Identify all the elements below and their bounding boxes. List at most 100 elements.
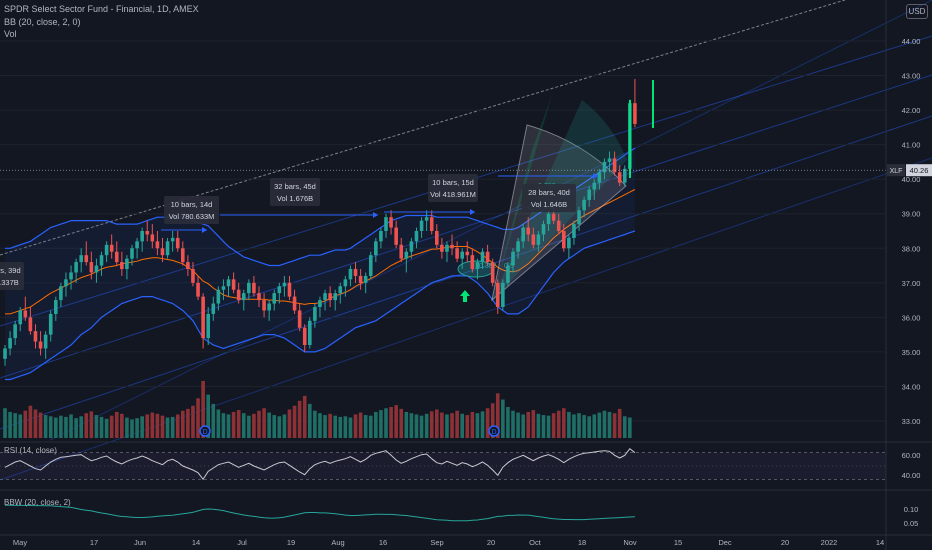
dividend-marker-label: D xyxy=(202,429,207,436)
volume-bar xyxy=(424,413,429,438)
dividend-icon xyxy=(488,425,500,437)
measure-arrowhead xyxy=(593,173,598,179)
candle-body xyxy=(226,279,231,287)
volume-bar xyxy=(429,411,434,438)
candle-body xyxy=(231,279,236,290)
candle-body xyxy=(241,293,246,301)
volume-bar xyxy=(622,416,627,438)
volume-bar xyxy=(120,413,124,438)
candle-body xyxy=(282,282,287,287)
candle-body xyxy=(165,241,170,256)
volume-bar xyxy=(343,416,348,438)
candle-body xyxy=(546,213,551,225)
measure-box xyxy=(0,262,24,290)
volume-bar xyxy=(516,412,520,438)
candlesticks xyxy=(3,79,654,366)
volume-bar xyxy=(348,417,353,438)
time-tick-label: 17 xyxy=(90,538,98,547)
volume-bar xyxy=(236,410,241,438)
time-tick-label: 15 xyxy=(674,538,682,547)
price-tick-label: 40.00 xyxy=(902,175,921,184)
price-tick-label: 33.00 xyxy=(902,417,921,426)
volume-indicator-label[interactable]: Vol xyxy=(4,29,17,39)
parallel-channel xyxy=(0,0,932,481)
candle-body xyxy=(622,168,627,183)
volume-bar xyxy=(384,408,388,438)
volume-bar xyxy=(84,413,89,438)
candle-body xyxy=(216,289,221,304)
price-tick-label: 42.00 xyxy=(902,106,921,115)
volume-bar xyxy=(175,414,180,438)
volume-bar xyxy=(89,411,94,438)
currency-button[interactable]: USD xyxy=(906,4,928,19)
volume-bar xyxy=(333,415,337,438)
bb-indicator-label[interactable]: BB (20, close, 2, 0) xyxy=(4,17,81,27)
bb-fill xyxy=(5,148,635,380)
symbol-tag-text: XLF xyxy=(890,168,903,175)
candle-body xyxy=(89,262,94,273)
candle-body xyxy=(490,262,495,283)
volume-bar xyxy=(399,408,404,438)
candle-body xyxy=(54,300,58,314)
price-tick-label: 34.00 xyxy=(902,382,921,391)
volume-bar xyxy=(394,405,398,438)
volume-bar xyxy=(541,415,546,438)
candle-body xyxy=(28,317,33,332)
candle-body xyxy=(8,338,12,349)
time-tick-label: Jun xyxy=(134,538,146,547)
candle-body xyxy=(582,199,586,211)
volume-bar xyxy=(252,413,256,438)
channel-line xyxy=(49,0,932,441)
volume-bar xyxy=(313,410,317,438)
candle-body xyxy=(302,327,307,345)
candle-body xyxy=(470,255,475,269)
time-tick-label: Nov xyxy=(623,538,637,547)
volume-bar xyxy=(409,413,414,438)
volume-bar xyxy=(170,416,175,438)
volume-bar xyxy=(140,416,144,438)
candle-body xyxy=(536,234,541,245)
volume-bar xyxy=(414,414,419,438)
candle-body xyxy=(328,293,332,301)
candle-body xyxy=(597,172,602,183)
volume-bar xyxy=(475,413,480,438)
candle-body xyxy=(211,303,216,314)
measure-bars-text: 10 bars, 14d xyxy=(171,200,213,209)
volume-bar xyxy=(368,415,373,438)
volume-bar xyxy=(262,408,266,438)
candle-body xyxy=(109,244,114,252)
rsi-line xyxy=(4,447,636,481)
candle-body xyxy=(501,282,505,307)
candle-body xyxy=(480,251,485,263)
time-tick-label: 18 xyxy=(578,538,586,547)
candle-body xyxy=(104,244,109,256)
volume-bar xyxy=(480,411,485,438)
measure-volume-text: l 1.337B xyxy=(0,278,19,287)
volume-bar xyxy=(43,415,48,438)
measure-box xyxy=(522,184,576,212)
volume-bar xyxy=(13,413,17,438)
volume-bar xyxy=(338,416,343,438)
volume-bar xyxy=(155,413,160,438)
candle-body xyxy=(617,172,622,183)
candle-body xyxy=(262,300,266,311)
volume-bar xyxy=(379,410,383,438)
volume-bar xyxy=(551,413,556,438)
volume-bar xyxy=(577,413,581,438)
volume-bar xyxy=(8,411,12,438)
candle-body xyxy=(567,237,571,249)
volume-bar xyxy=(292,405,297,438)
time-tick-label: 20 xyxy=(487,538,495,547)
volume-bar xyxy=(94,415,99,438)
candle-body xyxy=(419,220,424,231)
bbw-tick-label: 0.05 xyxy=(904,519,919,528)
volume-bar xyxy=(485,408,490,438)
measure-tool-drawings[interactable]: bars, 39d l 1.337B 10 bars, 14d Vol 780.633… xyxy=(0,173,598,290)
candle-body xyxy=(531,234,536,245)
candle-body xyxy=(333,293,337,301)
measure-arrowhead xyxy=(373,212,378,218)
rsi-tick-label: 40.00 xyxy=(902,471,921,480)
volume-bar xyxy=(419,415,424,438)
volume-bar xyxy=(389,407,393,438)
